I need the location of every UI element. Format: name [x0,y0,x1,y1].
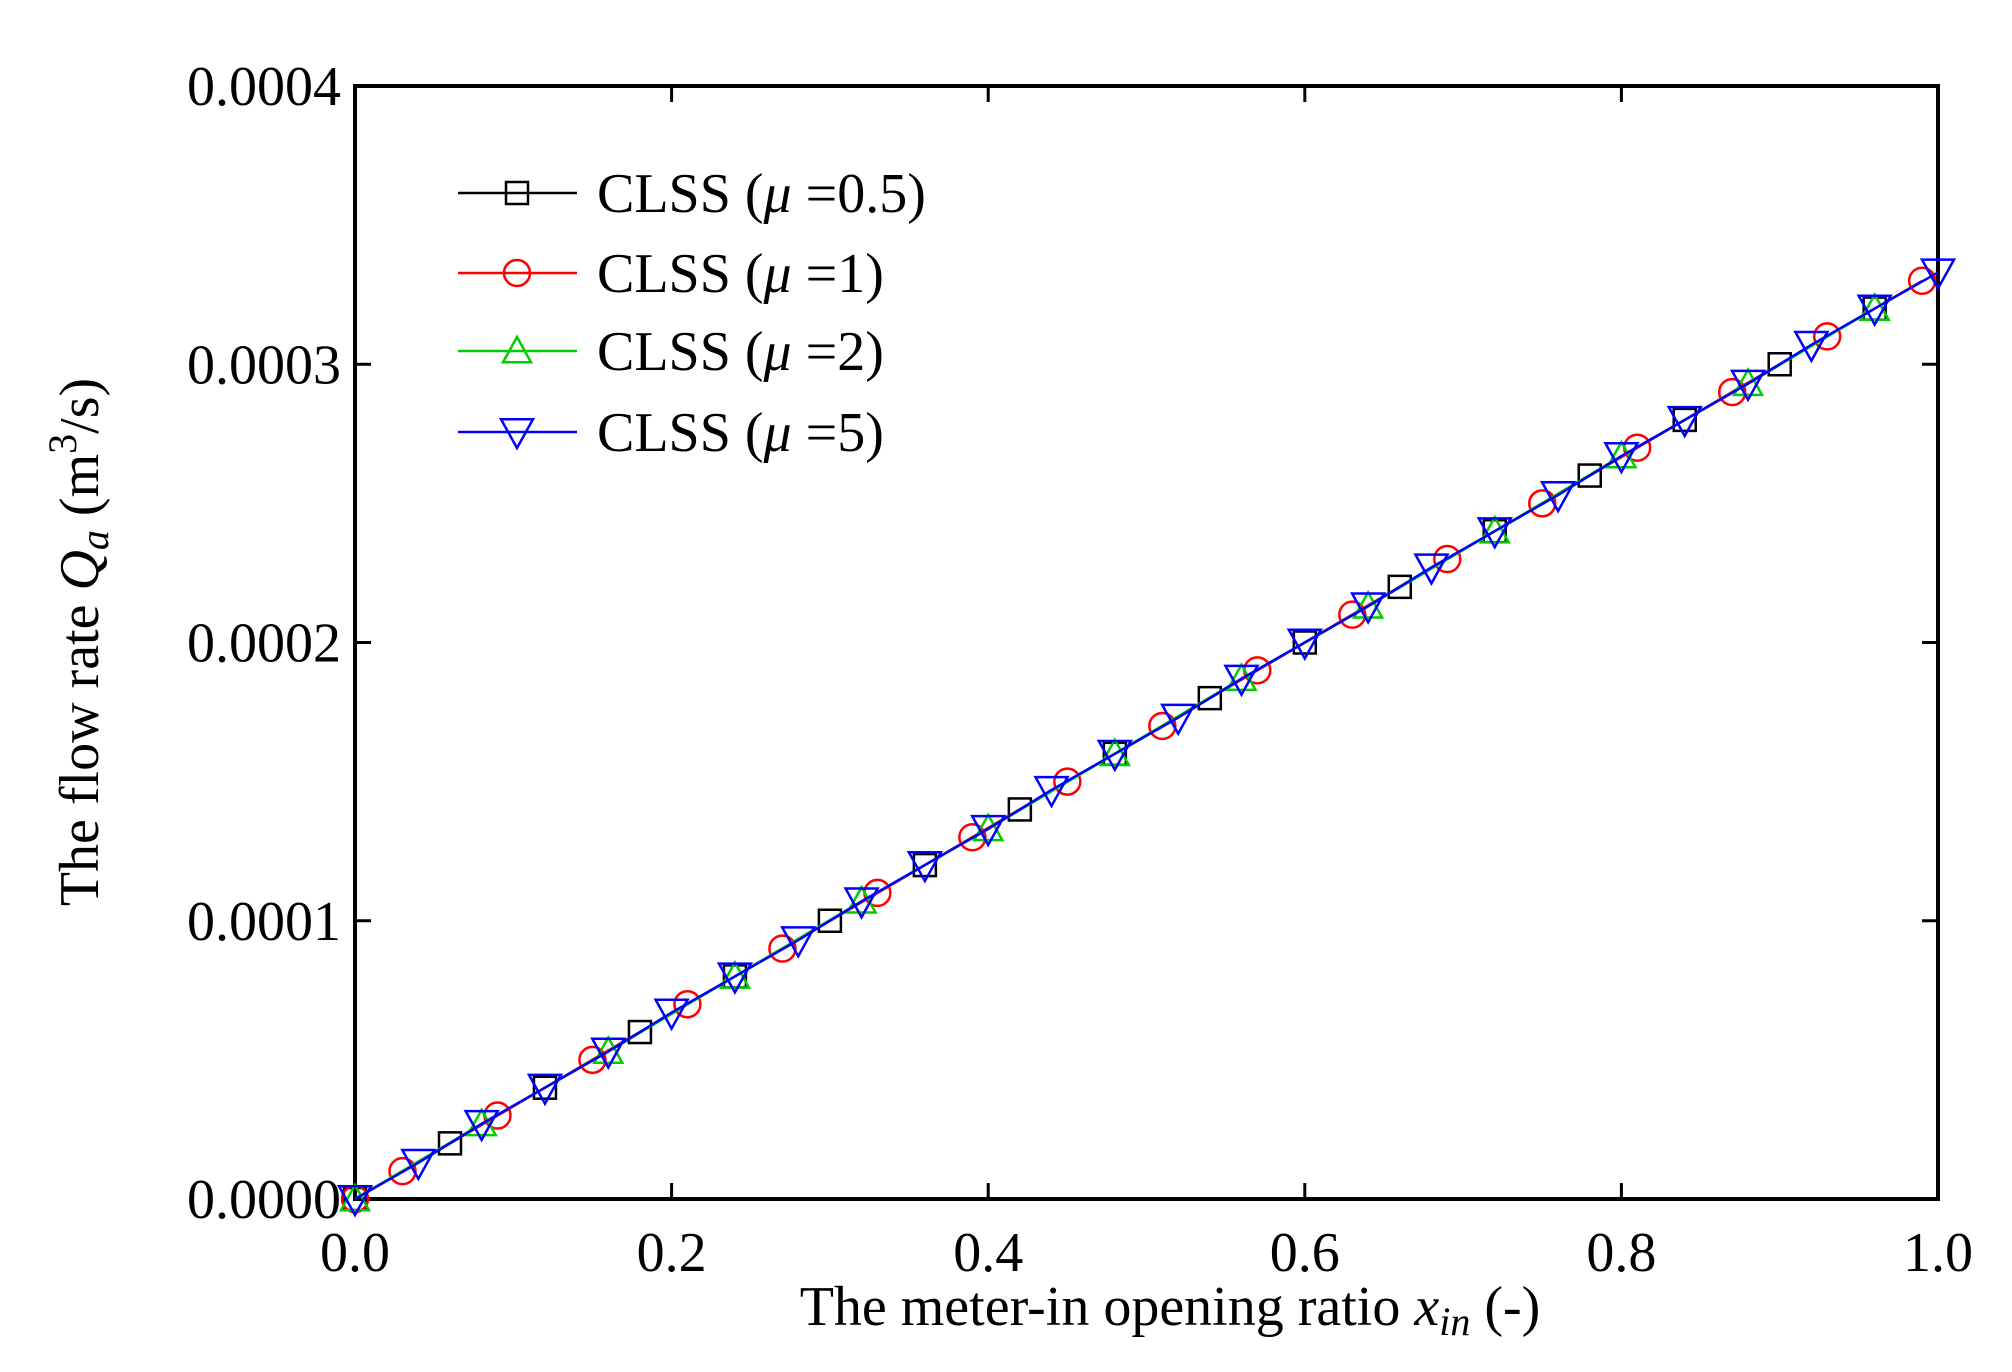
data-point [718,959,752,989]
data-point [1812,322,1842,351]
data-point [1053,767,1082,796]
y-tick-label: 0.0001 [187,891,341,953]
data-point [906,851,944,884]
data-point [1539,480,1577,514]
legend-label: CLSS (μ =2) [597,321,884,383]
y-tick-label: 0.0004 [187,56,341,118]
data-point [1292,630,1318,655]
y-tick-label: 0.0000 [187,1169,341,1231]
data-point [845,884,878,914]
y-tick-label: 0.0003 [187,334,341,396]
data-point [1672,407,1697,433]
data-point [1858,292,1891,322]
legend-marker [502,258,532,288]
data-point [780,926,817,959]
series-3 [336,258,1957,1218]
data-point [463,1109,500,1143]
data-point [1223,664,1260,698]
legend-marker [504,180,530,206]
data-point [1033,775,1070,809]
series-layer [336,258,1957,1218]
data-point [437,1131,463,1156]
data-point [526,1073,564,1107]
data-point [1605,439,1638,469]
axis-ticks: 0.0 0.2 0.4 0.6 0.8 1.0 0.0000 0.0001 0.0002 0.00… [187,56,1973,1284]
data-point [1286,628,1323,662]
data-point [465,1107,498,1137]
data-point [1007,797,1033,822]
data-point [817,908,843,933]
data-point [1603,442,1640,475]
x-tick-label: 0.6 [1270,1222,1340,1284]
x-tick-label: 0.0 [320,1222,390,1284]
data-point [653,998,690,1032]
x-tick-label: 0.8 [1586,1222,1656,1284]
data-point [673,989,702,1019]
data-point [1387,574,1413,600]
data-point [1096,739,1133,773]
data-point [972,812,1005,842]
x-axis-label: The meter-in opening ratio xin (-) [800,1276,1541,1344]
data-point [1413,553,1450,586]
data-point [1793,330,1830,364]
x-tick-label: 0.2 [637,1222,707,1284]
data-point [590,1037,627,1071]
data-point [1351,589,1385,619]
data-point [1577,463,1602,488]
data-point [912,852,938,878]
legend-item: CLSS (μ =1) [458,243,884,305]
data-point [1476,517,1513,550]
y-tick-label: 0.0002 [187,613,341,675]
legend-item: CLSS (μ =5) [458,402,884,464]
data-point [1919,258,1957,292]
data-point [716,962,754,995]
data-point [1160,703,1197,737]
data-point [1666,405,1703,439]
y-axis-label: The flow rate Qa (m3/s) [40,378,117,906]
data-point [592,1034,625,1064]
data-point [1225,662,1258,692]
legend-item: CLSS (μ =2) [458,321,884,383]
data-point [1349,592,1387,625]
data-point [1729,369,1767,403]
data-point [1731,367,1765,397]
data-point [1197,685,1223,711]
legend-label: CLSS (μ =1) [597,243,884,305]
data-point [970,814,1007,848]
x-tick-label: 0.4 [953,1222,1023,1284]
series-line [354,271,1939,1201]
legend-label: CLSS (μ =0.5) [597,163,926,225]
data-point [1433,544,1462,574]
x-tick-label: 1.0 [1903,1222,1973,1284]
legend-marker [500,334,534,364]
data-point [336,1184,374,1218]
data-point [627,1019,653,1045]
legend: CLSS (μ =0.5) CLSS (μ =1) CLSS (μ =2) CLSS … [458,163,926,464]
data-point [532,1075,558,1100]
data-point [1098,737,1131,767]
data-point [1856,294,1893,328]
legend-item: CLSS (μ =0.5) [458,163,926,225]
data-point [843,887,880,920]
legend-marker [498,417,536,451]
legend-label: CLSS (μ =5) [597,402,884,464]
data-point [1478,514,1511,544]
data-point [338,1182,372,1212]
plot-area [353,84,1940,1201]
data-point [1767,352,1792,377]
data-point [400,1148,437,1182]
